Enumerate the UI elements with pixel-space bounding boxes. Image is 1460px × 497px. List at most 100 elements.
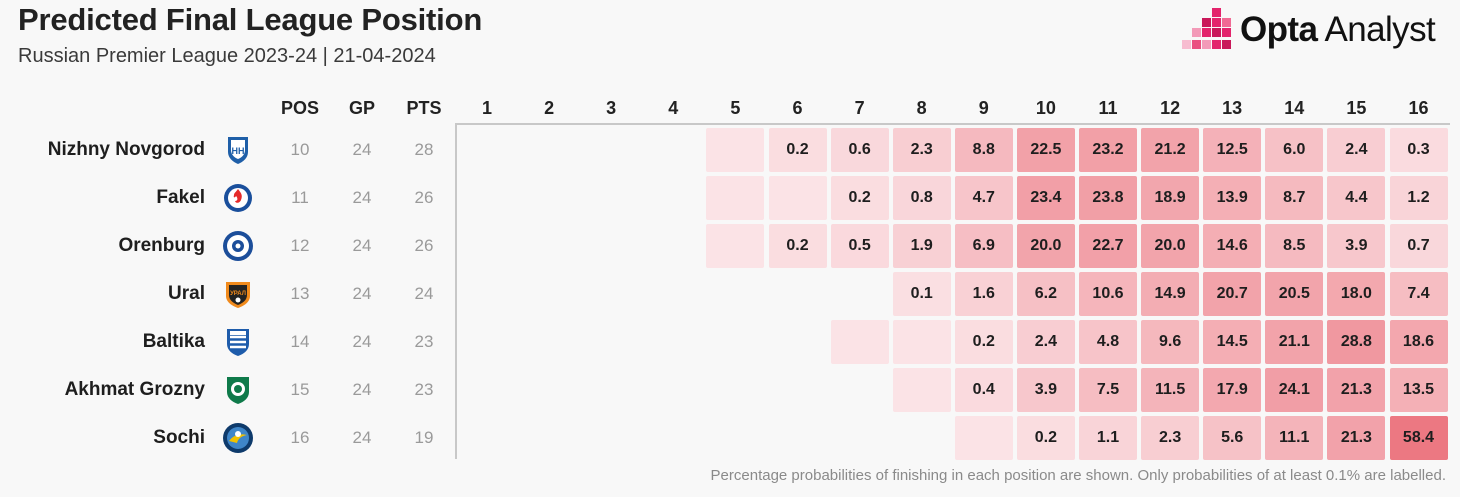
heatmap-cell: 5.6 [1203,416,1262,460]
heatmap-cell: 6.2 [1016,272,1075,316]
heatmap-cell: 23.8 [1079,176,1137,220]
brand-bold: Opta [1240,10,1318,49]
stat-pos: 10 [290,140,310,159]
stat-pts: 23 [414,332,434,351]
heatmap-cell: 0.2 [830,176,889,220]
stat-gp: 24 [352,188,372,207]
position-header: 7 [854,98,865,118]
stat-pts: 26 [414,236,434,255]
team-name: Nizhny Novgorod [47,139,205,160]
heatmap-cell [892,320,951,364]
stat-pos: 11 [291,188,309,207]
brand-wordmark: Opta Analyst [1240,10,1436,50]
position-header: 1 [481,98,492,118]
stat-header: GP [348,98,375,118]
team-name: Akhmat Grozny [64,379,205,400]
heatmap-cell: 9.6 [1141,320,1200,364]
heatmap-cell: 7.4 [1389,272,1448,316]
heatmap-cell: 6.0 [1265,128,1324,172]
heatmap-cell: 23.2 [1079,128,1137,172]
heatmap-cell: 4.7 [954,176,1013,220]
stat-gp: 24 [352,380,372,399]
heatmap-cell: 28.8 [1327,320,1386,364]
heatmap-cell: 20.7 [1203,272,1262,316]
heatmap-cell: 6.9 [954,224,1013,268]
position-header: 10 [1035,98,1056,118]
heatmap-cell: 22.5 [1016,128,1075,172]
heatmap-cell: 8.7 [1265,176,1324,220]
heatmap-cell: 0.1 [892,272,951,316]
heatmap-cell: 14.6 [1203,224,1262,268]
heatmap-cell: 0.7 [1389,224,1448,268]
heatmap-cell [706,224,765,268]
heatmap-cell: 0.2 [768,128,827,172]
heatmap-cell: 18.0 [1327,272,1386,316]
chart-subtitle: Russian Premier League 2023-24 | 21-04-2… [18,45,436,67]
position-header: 11 [1098,98,1118,118]
heatmap-cell: 58.4 [1389,416,1448,460]
heatmap-cell: 3.9 [1327,224,1386,268]
heatmap-cell: 22.7 [1079,224,1137,268]
stat-header: POS [280,98,319,118]
heatmap-cell: 21.3 [1327,368,1386,412]
stat-header: PTS [406,98,442,118]
heatmap-cell: 13.9 [1203,176,1262,220]
heatmap-cell: 0.2 [954,320,1013,364]
position-header: 8 [916,98,927,118]
stat-pts: 28 [414,140,434,159]
team-name: Orenburg [118,235,205,256]
heatmap-cell: 11.1 [1265,416,1324,460]
heatmap-cell: 18.6 [1389,320,1448,364]
heatmap-cell: 21.3 [1327,416,1386,460]
heatmap-cell: 12.5 [1203,128,1262,172]
heatmap-cell [768,176,827,220]
brand-light: Analyst [1324,10,1436,49]
heatmap-cell: 18.9 [1141,176,1200,220]
stat-gp: 24 [352,284,372,303]
position-header: 13 [1222,98,1243,118]
fakel-crest-icon [221,181,255,215]
heatmap-cell: 10.6 [1079,272,1137,316]
heatmap-cell: 20.0 [1141,224,1200,268]
heatmap-cell: 0.4 [954,368,1013,412]
stat-pos: 14 [290,332,310,351]
heatmap-cell: 4.8 [1079,320,1137,364]
position-header: 2 [544,98,555,118]
heatmap-cell: 13.5 [1389,368,1448,412]
stat-pos: 12 [290,236,310,255]
opta-logo-mark-icon [1182,8,1231,49]
heatmap-cell [706,128,765,172]
heatmap-cell: 0.3 [1389,128,1448,172]
team-name: Baltika [142,331,205,352]
heatmap-cell: 8.8 [954,128,1013,172]
heatmap-cell: 7.5 [1079,368,1137,412]
heatmap-cell: 17.9 [1203,368,1262,412]
position-header: 12 [1160,98,1181,118]
position-header: 3 [606,98,617,118]
heatmap-cell: 1.6 [954,272,1013,316]
heatmap-cell: 0.5 [830,224,889,268]
stat-pts: 26 [414,188,434,207]
stat-pos: 16 [290,428,310,447]
heatmap-cell: 0.2 [1016,416,1075,460]
heatmap-cell: 2.3 [1141,416,1200,460]
heatmap-cell: 23.4 [1016,176,1075,220]
heatmap-cell: 20.5 [1265,272,1324,316]
position-header: 9 [978,98,989,118]
team-name: Fakel [156,187,205,208]
grid-horizontal-divider [455,123,1450,125]
heatmap-cell [954,416,1013,460]
position-header: 14 [1284,98,1305,118]
heatmap-cell: 1.9 [892,224,951,268]
heatmap-cell: 21.1 [1265,320,1324,364]
svg-text:УРАЛ: УРАЛ [230,291,246,297]
heatmap-cell: 11.5 [1141,368,1200,412]
heatmap-cell: 2.3 [892,128,951,172]
heatmap-cell: 4.4 [1327,176,1386,220]
stat-gp: 24 [352,332,372,351]
heatmap-cell: 0.2 [768,224,827,268]
orenburg-crest-icon [221,229,255,263]
heatmap-cell: 0.6 [830,128,889,172]
heatmap-cell [892,368,951,412]
svg-text:НН: НН [232,146,245,156]
